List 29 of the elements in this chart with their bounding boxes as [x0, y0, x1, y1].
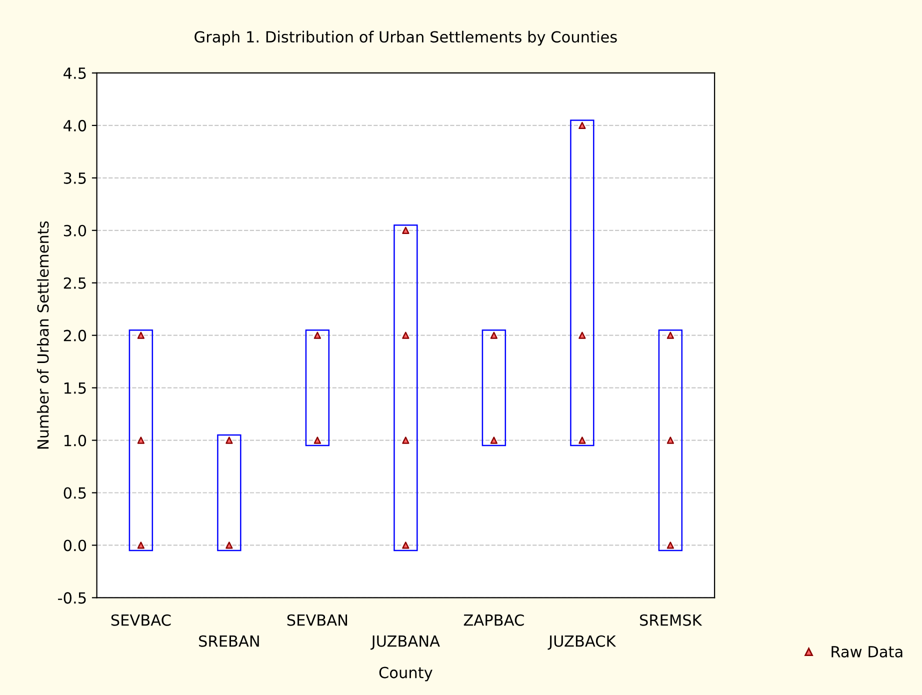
y-tick-label: 2.0 [64, 330, 86, 342]
x-tick-label: JUZBANA [370, 636, 440, 650]
bar [570, 120, 594, 446]
bar [482, 329, 506, 446]
bar [217, 434, 242, 552]
y-tick-label: 3.5 [64, 172, 86, 184]
x-axis-title: County [379, 666, 432, 682]
y-tick-label: 0.0 [64, 540, 86, 552]
y-tick-label: 2.5 [64, 277, 86, 289]
x-tick-label: SEVBAN [287, 614, 348, 626]
x-tick-label: ZAPBAC [464, 614, 524, 626]
bar [658, 329, 683, 552]
y-tick-label: 0.5 [64, 487, 86, 499]
y-tick-label: 4.5 [64, 68, 86, 79]
y-tick-label: 3.0 [64, 224, 86, 236]
x-tick-label: SREBAN [199, 635, 259, 647]
x-tick-label: SREMSK [640, 614, 702, 626]
x-tick-label: SEVBAC [111, 614, 171, 626]
y-axis-title: Number of Urban Settlements [36, 221, 49, 449]
y-tick-label: 4.0 [64, 120, 86, 132]
legend-label: Raw Data [832, 646, 902, 658]
bar [394, 224, 418, 552]
chart-title: Graph 1. Distribution of Urban Settlements by Counties [194, 30, 617, 46]
y-tick-label: -0.5 [58, 592, 86, 604]
x-tick-label: JUZBACK [548, 635, 616, 650]
y-tick-label: 1.0 [64, 434, 86, 446]
bar [305, 329, 330, 446]
bar [128, 329, 154, 552]
y-tick-label: 1.5 [64, 382, 86, 394]
